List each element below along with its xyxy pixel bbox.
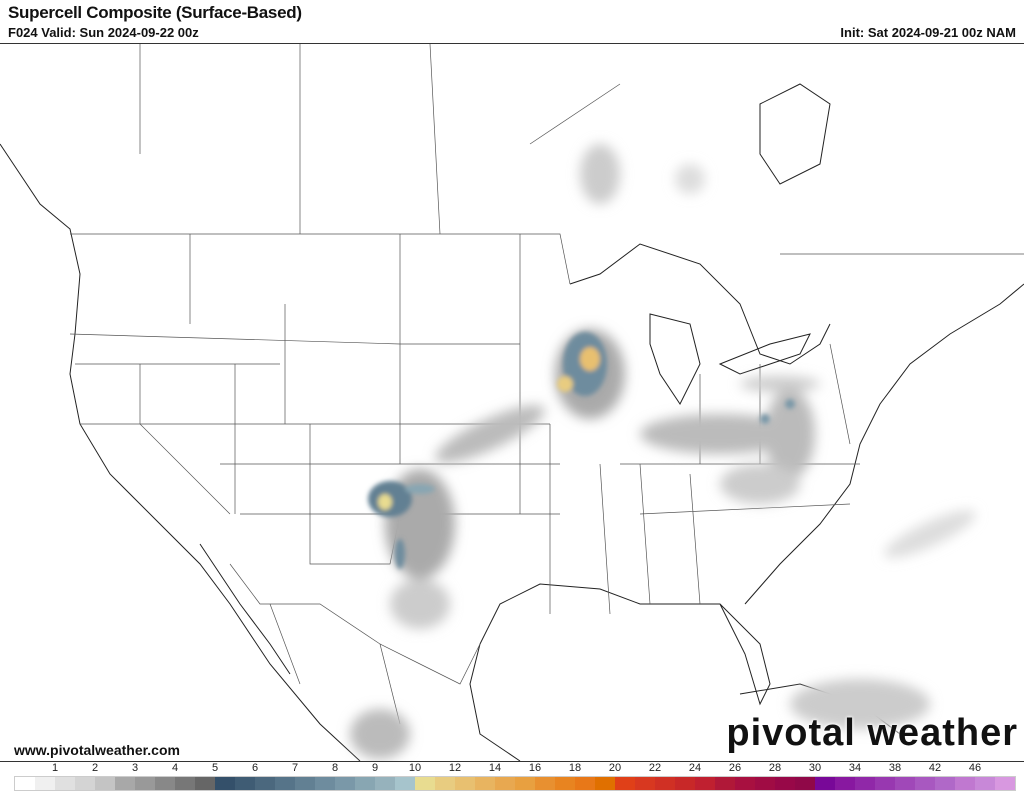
color-scale-swatch: [295, 777, 315, 790]
color-scale-swatch: [975, 777, 995, 790]
color-scale-label: 22: [648, 762, 662, 774]
color-scale-swatch: [375, 777, 395, 790]
pivotal-weather-logo: pivotal weather: [726, 712, 1018, 754]
map-title: Supercell Composite (Surface-Based): [8, 3, 302, 22]
color-scale-swatch: [275, 777, 295, 790]
color-scale-swatch: [395, 777, 415, 790]
color-scale-swatch: [655, 777, 675, 790]
color-scale-swatch: [35, 777, 55, 790]
color-scale-swatch: [955, 777, 975, 790]
init-time: Init: Sat 2024-09-21 00z NAM: [840, 25, 1016, 40]
color-scale-swatch: [595, 777, 615, 790]
color-scale-swatch: [795, 777, 815, 790]
color-scale-swatch: [195, 777, 215, 790]
color-scale-swatch: [435, 777, 455, 790]
color-scale-label: 14: [488, 762, 502, 774]
color-scale-label: 6: [251, 762, 259, 774]
color-scale-label: 2: [91, 762, 99, 774]
scp-high-values: [368, 332, 795, 569]
color-scale-label: 9: [371, 762, 379, 774]
color-scale-label: 28: [768, 762, 782, 774]
color-scale-swatch: [175, 777, 195, 790]
color-scale-swatch: [215, 777, 235, 790]
color-scale-swatch: [315, 777, 335, 790]
color-scale-swatch: [855, 777, 875, 790]
color-scale-swatch: [135, 777, 155, 790]
color-scale-swatch: [75, 777, 95, 790]
color-scale-swatch: [715, 777, 735, 790]
color-scale-swatch: [535, 777, 555, 790]
color-scale-swatch: [415, 777, 435, 790]
color-scale-swatch: [895, 777, 915, 790]
color-scale-swatch: [635, 777, 655, 790]
color-scale-swatch: [695, 777, 715, 790]
color-scale-bar: [14, 776, 1016, 791]
color-scale-swatch: [675, 777, 695, 790]
color-scale-label: 34: [848, 762, 862, 774]
color-scale-label: 8: [331, 762, 339, 774]
color-scale-label: 1: [51, 762, 59, 774]
color-scale-swatch: [875, 777, 895, 790]
color-scale-swatch: [495, 777, 515, 790]
color-scale-swatch: [935, 777, 955, 790]
borders: [69, 44, 1024, 725]
color-scale-swatch: [255, 777, 275, 790]
scp-shading: [350, 144, 976, 759]
color-scale-label: 30: [808, 762, 822, 774]
color-scale-swatch: [155, 777, 175, 790]
color-scale-label: 24: [688, 762, 702, 774]
color-scale-swatch: [835, 777, 855, 790]
color-scale-swatch: [115, 777, 135, 790]
color-scale-swatch: [15, 777, 35, 790]
color-scale-swatch: [335, 777, 355, 790]
color-scale-label: 18: [568, 762, 582, 774]
color-scale-swatch: [455, 777, 475, 790]
color-scale-label: 5: [211, 762, 219, 774]
color-scale-swatch: [755, 777, 775, 790]
color-scale-swatch: [475, 777, 495, 790]
color-scale-label: 16: [528, 762, 542, 774]
color-scale-label: 26: [728, 762, 742, 774]
color-scale-swatch: [815, 777, 835, 790]
color-scale-label: 4: [171, 762, 179, 774]
color-scale-swatch: [915, 777, 935, 790]
color-scale-label: 20: [608, 762, 622, 774]
color-scale-swatch: [555, 777, 575, 790]
color-scale-swatch: [735, 777, 755, 790]
color-scale-label: 46: [968, 762, 982, 774]
color-scale-swatch: [515, 777, 535, 790]
color-scale-label: 12: [448, 762, 462, 774]
color-scale-swatch: [95, 777, 115, 790]
website-url: www.pivotalweather.com: [14, 742, 180, 758]
color-scale-swatch: [55, 777, 75, 790]
color-scale-label: 42: [928, 762, 942, 774]
color-scale-swatch: [775, 777, 795, 790]
color-scale-swatch: [235, 777, 255, 790]
map-canvas: [0, 43, 1024, 762]
color-scale-label: 10: [408, 762, 422, 774]
color-scale-label: 3: [131, 762, 139, 774]
color-scale-swatch: [355, 777, 375, 790]
valid-time: F024 Valid: Sun 2024-09-22 00z: [8, 25, 199, 40]
color-scale-swatch: [995, 777, 1015, 790]
color-scale-swatch: [575, 777, 595, 790]
color-scale-label: 7: [291, 762, 299, 774]
color-scale-label: 38: [888, 762, 902, 774]
color-scale-swatch: [615, 777, 635, 790]
